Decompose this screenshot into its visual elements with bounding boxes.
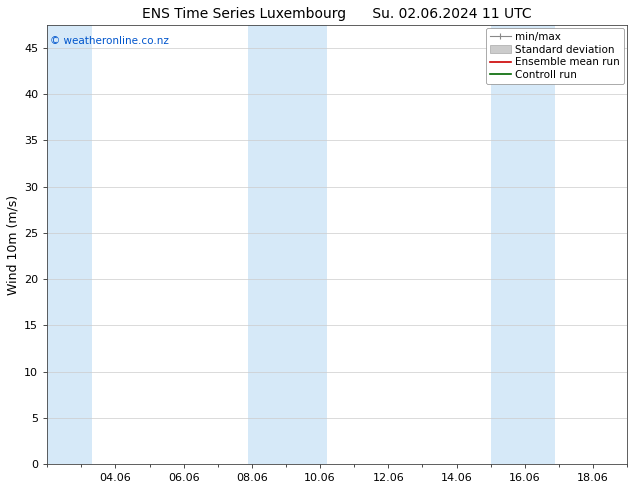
Text: © weatheronline.co.nz: © weatheronline.co.nz <box>50 36 169 46</box>
Bar <box>48 25 91 464</box>
Legend: min/max, Standard deviation, Ensemble mean run, Controll run: min/max, Standard deviation, Ensemble me… <box>486 28 624 84</box>
Bar <box>249 25 327 464</box>
Y-axis label: Wind 10m (m/s): Wind 10m (m/s) <box>7 195 20 294</box>
Bar <box>491 25 555 464</box>
Title: ENS Time Series Luxembourg      Su. 02.06.2024 11 UTC: ENS Time Series Luxembourg Su. 02.06.202… <box>143 7 532 21</box>
